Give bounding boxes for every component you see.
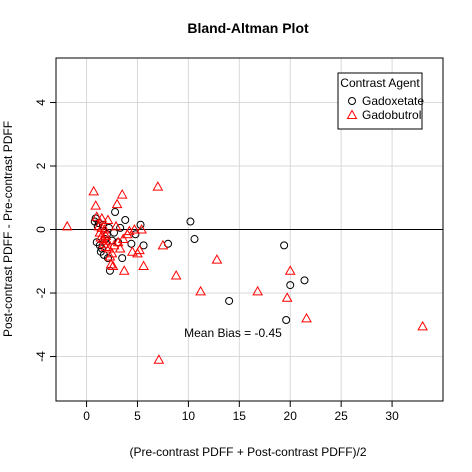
x-axis-label: (Pre-contrast PDFF + Post-contrast PDFF)…	[129, 445, 366, 459]
x-tick-label: 15	[233, 409, 247, 423]
x-tick-label: 20	[284, 409, 298, 423]
gadobutrol-point	[136, 223, 147, 234]
gadoxetate-point	[116, 223, 125, 232]
gadobutrol-point	[61, 220, 73, 231]
gadobutrol-point	[138, 260, 149, 271]
gadoxetate-point	[280, 241, 289, 250]
gadoxetate-point	[127, 239, 136, 248]
data-points	[61, 181, 428, 364]
x-tick-label: 30	[385, 409, 399, 423]
y-tick-label: -4	[34, 351, 48, 362]
gadoxetate-point	[282, 316, 291, 325]
x-axis: 0 5 10 15 20 25 30	[83, 401, 399, 423]
y-tick-label: 2	[34, 162, 48, 169]
mean-bias-annotation: Mean Bias = -0.45	[184, 326, 282, 340]
gadobutrol-point	[281, 292, 293, 302]
gadobutrol-point	[102, 214, 114, 224]
legend-circle-marker	[348, 97, 356, 105]
gadobutrol-point	[284, 265, 296, 275]
gadobutrol-point	[118, 265, 130, 275]
gadoxetate-point	[103, 254, 112, 263]
gadoxetate-point	[186, 217, 195, 226]
gadobutrol-point	[195, 285, 206, 296]
gadobutrol-point	[100, 241, 112, 251]
gadobutrol-point	[417, 320, 428, 331]
gadobutrol-point	[301, 312, 312, 323]
y-axis: -4 -2 0 2 4	[34, 99, 56, 362]
gadobutrol-point	[103, 243, 115, 253]
legend: Contrast Agent Gadoxetate Gadobutrol	[337, 72, 424, 130]
gadobutrol-point	[157, 239, 169, 250]
gadobutrol-point	[111, 198, 123, 209]
gadobutrol-point	[116, 189, 128, 199]
gadobutrol-point	[90, 200, 102, 210]
x-tick-label: 5	[134, 409, 141, 423]
gadobutrol-point	[88, 185, 100, 196]
chart-title: Bland-Altman Plot	[187, 20, 309, 36]
y-axis-label: Post-contrast PDFF - Pre-contrast PDFF	[1, 121, 15, 337]
gadobutrol-point	[211, 254, 223, 264]
gadoxetate-point	[300, 276, 309, 285]
legend-title: Contrast Agent	[340, 76, 420, 90]
gadoxetate-point	[111, 208, 120, 217]
gadobutrol-point	[110, 220, 122, 231]
gadobutrol-point	[252, 285, 264, 296]
gadobutrol-point	[96, 212, 108, 223]
gadoxetate-point	[139, 241, 148, 250]
gadobutrol-point	[106, 247, 118, 258]
gadoxetate-point	[118, 254, 127, 263]
gadobutrol-point	[108, 239, 120, 250]
gadoxetate-point	[286, 281, 295, 290]
x-tick-label: 25	[334, 409, 348, 423]
gadobutrol-point	[129, 223, 140, 234]
y-tick-label: 4	[34, 99, 48, 106]
gadobutrol-point	[117, 233, 129, 244]
gadobutrol-point	[100, 230, 112, 240]
gadoxetate-point	[225, 296, 234, 305]
gadoxetate-point	[136, 220, 145, 229]
gadobutrol-point	[94, 227, 106, 237]
gadoxetate-point	[110, 228, 119, 237]
gadobutrol-point	[152, 181, 164, 191]
gadobutrol-point	[170, 270, 182, 280]
gadobutrol-point	[153, 354, 165, 364]
y-tick-label: -2	[34, 287, 48, 298]
gadobutrol-point	[134, 244, 145, 255]
legend-series-label: Gadoxetate	[362, 94, 424, 108]
gadobutrol-point	[112, 236, 124, 247]
gadobutrol-point	[107, 260, 119, 271]
gadoxetate-point	[121, 215, 130, 224]
gadoxetate-point	[190, 235, 199, 244]
gadobutrol-point	[105, 258, 117, 269]
x-tick-label: 0	[83, 409, 90, 423]
gadobutrol-point	[91, 211, 103, 221]
y-tick-label: 0	[34, 226, 48, 233]
legend-box	[337, 72, 423, 130]
legend-triangle-marker	[346, 109, 358, 119]
gadobutrol-point	[114, 243, 126, 253]
gadobutrol-point	[127, 246, 138, 256]
legend-series-label: Gadobutrol	[362, 108, 421, 122]
x-tick-label: 10	[182, 409, 196, 423]
